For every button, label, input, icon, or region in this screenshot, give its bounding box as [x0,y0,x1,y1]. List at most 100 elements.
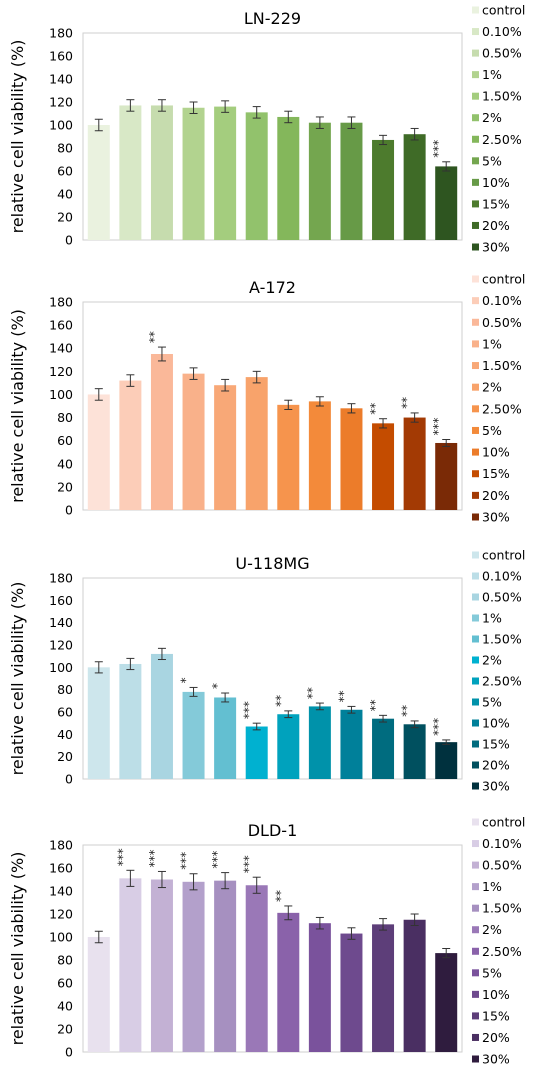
significance-marker: ** [400,705,414,717]
legend-swatch [472,157,479,165]
chart-title: DLD-1 [248,821,298,840]
error-bar [284,905,293,921]
legend-swatch [472,990,479,998]
error-bar [157,647,166,661]
error-bar [315,702,324,711]
legend-swatch [472,6,479,14]
legend-swatch [472,243,479,251]
legend-swatch [472,926,479,934]
chart-title: U-118MG [235,554,309,573]
y-tick-label: 0 [65,233,73,248]
legend-swatch [472,340,479,348]
error-bar [347,705,356,714]
legend-label-control: control [482,815,525,830]
error-bar [252,370,261,384]
legend-swatch [472,362,479,370]
chart-panel-u-118mg: U-118MG 0 20 40 60 80 100 120 140 160 180 relative … [8,548,525,794]
error-bar [315,116,324,129]
bar-5 [308,923,331,1052]
y-axis-label: relative cell viability (%) [8,582,27,776]
error-bar [189,686,198,697]
legend-swatch [472,1055,479,1063]
y-tick-label: 60 [57,433,73,448]
legend-label-10: 10% [482,175,510,190]
chart-panel-dld-1: DLD-1 0 20 40 60 80 100 120 140 160 180 relative ce… [8,815,525,1067]
plot-area [82,32,463,241]
error-bar [94,388,103,401]
error-bar [379,418,388,429]
legend-label-15: 15% [482,737,510,752]
legend-swatch [472,135,479,143]
error-bar [94,661,103,674]
legend-label-0-50: 0.50% [482,590,522,605]
legend-label-1-50: 1.50% [482,901,522,916]
legend-swatch [472,677,479,685]
legend-label-2-50: 2.50% [482,674,522,689]
bar-2-50 [277,714,300,779]
legend-swatch [472,448,479,456]
significance-marker: *** [210,851,224,869]
bar-1-50 [214,697,237,779]
y-axis-label: relative cell viability (%) [8,309,27,503]
bar-30 [435,953,458,1052]
bar-2 [245,726,268,779]
bar-5 [308,401,331,510]
error-bar [284,399,293,410]
legend-label-15: 15% [482,196,510,211]
y-tick-label: 180 [49,571,73,586]
legend-swatch [472,861,479,869]
bar-0-50 [150,105,173,240]
error-bar [442,439,451,447]
legend-swatch [472,840,479,848]
bar-15 [372,423,395,510]
significance-marker: ** [273,695,287,707]
significance-marker: ** [305,687,319,699]
significance-marker: *** [242,701,256,719]
y-tick-label: 180 [49,295,73,310]
y-tick-label: 80 [57,410,73,425]
legend-label-1-50: 1.50% [482,89,522,104]
bar-1-50 [214,385,237,510]
legend-label-5: 5% [482,965,502,980]
y-tick-label: 120 [49,364,73,379]
legend-label-2: 2% [482,922,502,937]
error-bar [126,657,135,671]
legend-label-10: 10% [482,716,510,731]
legend-swatch [472,491,479,499]
bar-0-10 [119,663,142,779]
y-tick-label: 0 [65,503,73,518]
bar-20 [403,417,426,510]
legend-swatch [472,49,479,57]
significance-marker: *** [115,848,129,866]
plot-area [82,301,463,511]
bar-1 [182,107,205,240]
legend-swatch [472,969,479,977]
bar-15 [372,139,395,240]
error-bar [157,346,166,362]
significance-marker: *** [179,852,193,870]
legend-swatch [472,761,479,769]
legend-swatch [472,904,479,912]
legend-swatch [472,114,479,122]
chart-panel-ln-229: LN-229 0 20 40 60 80 100 120 140 160 180 relative c… [8,3,525,255]
significance-marker: *** [147,849,161,867]
y-tick-label: 160 [49,49,73,64]
legend-swatch [472,513,479,521]
error-bar [284,110,293,124]
legend-label-5: 5% [482,423,502,438]
bar-30 [435,742,458,779]
legend-label-1: 1% [482,336,502,351]
bar-2-50 [277,116,300,240]
legend-swatch [472,200,479,208]
legend-swatch [472,740,479,748]
error-bar [347,116,356,129]
legend-label-10: 10% [482,987,510,1002]
y-tick-label: 40 [57,187,73,202]
legend-swatch [472,405,479,413]
legend-label-10: 10% [482,445,510,460]
bar-2-50 [277,404,300,510]
error-bar [379,918,388,931]
legend-label-15: 15% [482,466,510,481]
error-bar [126,99,135,112]
legend-label-2: 2% [482,380,502,395]
